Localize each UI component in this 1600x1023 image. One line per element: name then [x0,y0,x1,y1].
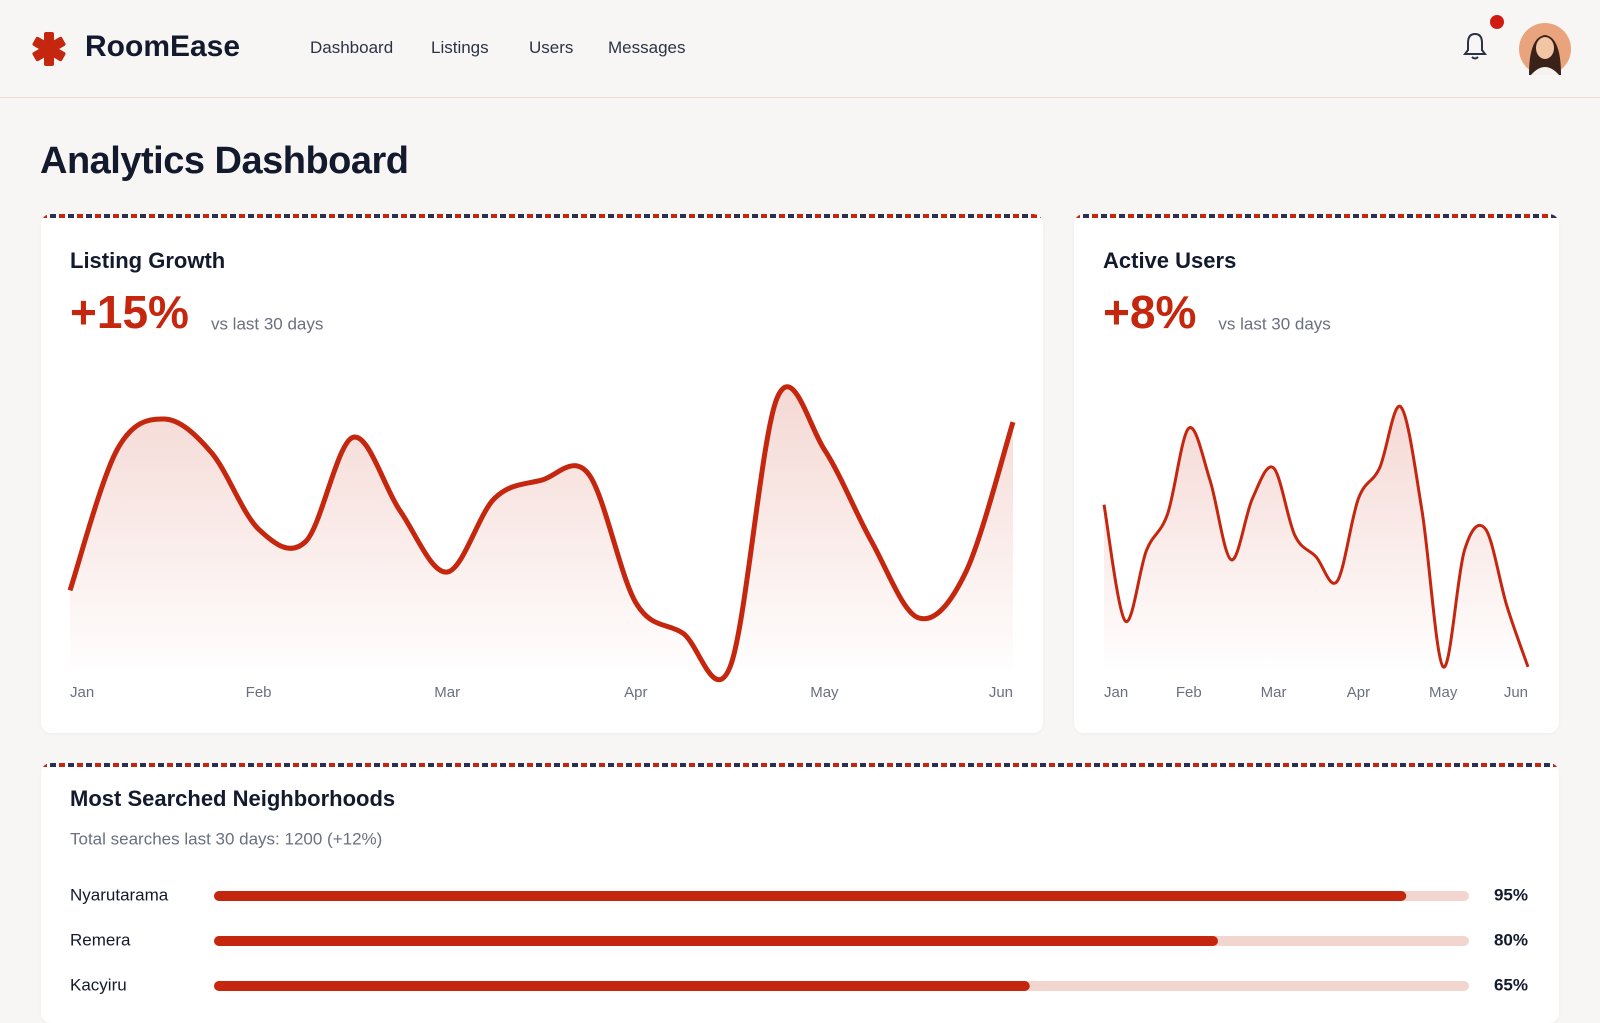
bar [214,891,1407,901]
line [1102,404,1530,669]
bar-chart: Most Searched Neighborhoods Total searche… [70,786,1528,995]
logo [32,32,66,66]
nav-link[interactable]: Users [529,38,574,57]
row-label: Remera [70,930,131,949]
x-tick-label: Jan [70,684,94,701]
x-tick-label: Apr [624,684,647,701]
notification-bell[interactable] [1460,30,1490,62]
card-subtitle: Total searches last 30 days: 1200 (+12%) [70,829,382,848]
x-tick-label: May [1429,684,1458,701]
nav-link[interactable]: Dashboard [310,38,394,57]
line-chart: Listing Growth +15% vs last 30 days Jan Feb M… [67,248,1016,701]
card-title: Active Users [1103,248,1236,273]
x-tick-label: Jun [989,684,1013,701]
x-tick-label: Mar [434,684,460,701]
card-title: Most Searched Neighborhoods [70,786,395,811]
x-tick-label: May [810,684,839,701]
value-label: 65% [1494,975,1528,994]
nav-link[interactable]: Messages [608,38,686,57]
card-title: Listing Growth [70,248,225,273]
bar [214,936,1218,946]
row-label: Kacyiru [70,975,127,994]
brand[interactable]: RoomEase [85,30,241,63]
card: Most Searched Neighborhoods Total searche… [41,763,1559,1023]
avatar[interactable] [1519,23,1571,75]
value-label: 80% [1494,930,1528,949]
headline-note: vs last 30 days [211,314,323,333]
headline-stat: +8% [1103,286,1196,338]
page-title: Analytics Dashboard [40,140,409,182]
area [70,386,1013,680]
area [1104,406,1528,673]
x-tick-label: Jan [1104,684,1128,701]
bar [214,981,1030,991]
card: Active Users +8% vs last 30 days Jan Feb Mar A… [1074,214,1559,733]
x-tick-label: Feb [246,684,272,701]
x-tick-label: Mar [1261,684,1287,701]
headline-note: vs last 30 days [1218,314,1330,333]
nav-link[interactable]: Listings [431,38,489,57]
x-tick-label: Feb [1176,684,1202,701]
x-tick-label: Apr [1347,684,1370,701]
notification-dot [1490,15,1504,29]
headline-stat: +15% [70,286,189,338]
line-chart: Active Users +8% vs last 30 days Jan Feb Mar A… [1102,248,1530,701]
line [67,384,1016,683]
card: Listing Growth +15% vs last 30 days Jan Feb M… [41,214,1043,733]
x-tick-label: Jun [1504,684,1528,701]
row-label: Nyarutarama [70,885,169,904]
top-bar: RoomEase Dashboard Listings Users Messag… [0,0,1600,98]
value-label: 95% [1494,885,1528,904]
